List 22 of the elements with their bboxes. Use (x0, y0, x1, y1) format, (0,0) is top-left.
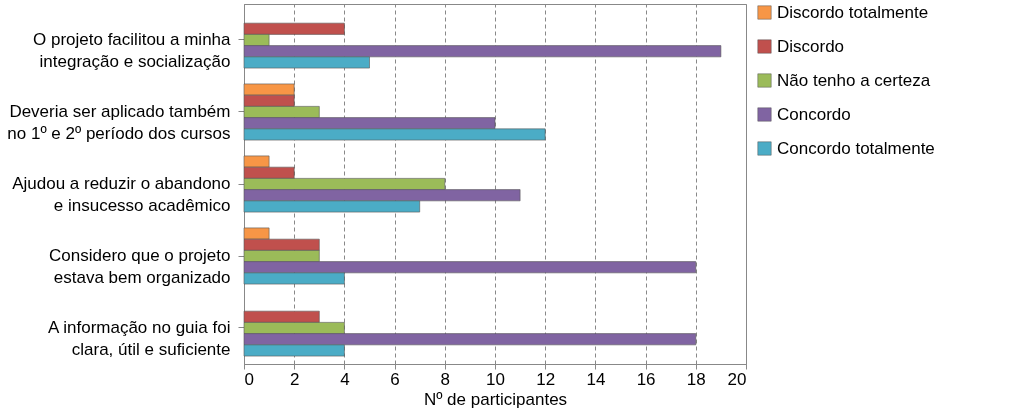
x-tick-label: 0 (244, 369, 254, 389)
legend-label: Discordo (777, 36, 845, 56)
y-tick-label: Deveria ser aplicado também no 1º e 2º período dos cursos (7, 102, 231, 143)
legend-label: Discordo totalmente (777, 2, 929, 22)
x-tick-label: 20 (727, 369, 747, 389)
y-tick-label: O projeto facilitou a minha integração e socialização (33, 30, 232, 71)
x-tick-label: 8 (440, 369, 451, 389)
y-tick-label: Considero que o projeto estava bem organizado (49, 246, 231, 287)
x-tick-label: 2 (289, 369, 300, 389)
legend-label: Concordo (777, 104, 851, 124)
x-tick-label: 10 (486, 369, 505, 389)
legend-label: Não tenho a certeza (777, 70, 931, 90)
x-tick-label: 12 (536, 369, 556, 389)
x-axis-title: Nº de participantes (423, 389, 568, 409)
x-tick-label: 6 (390, 369, 400, 389)
x-tick-label: 18 (686, 369, 706, 389)
legend-label: Concordo totalmente (777, 138, 935, 158)
x-tick-label: 14 (586, 369, 606, 389)
y-tick-label: Ajudou a reduzir o abandono e insucesso acadêmico (12, 174, 231, 215)
y-tick-label: A informação no guia foi clara, útil e suficiente (48, 318, 231, 359)
x-tick-label: 4 (340, 369, 350, 389)
x-tick-label: 16 (636, 369, 656, 389)
